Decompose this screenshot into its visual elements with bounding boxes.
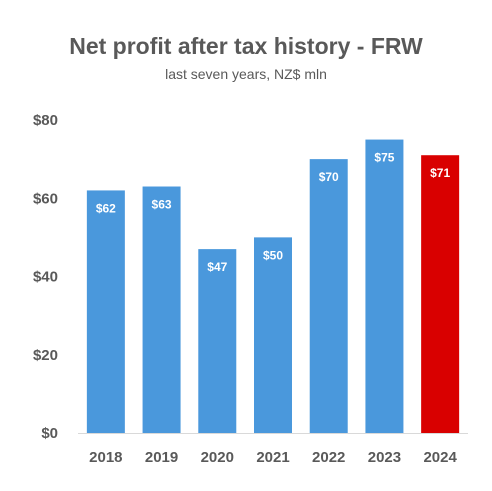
y-tick-label: $60: [33, 190, 58, 207]
y-tick-label: $20: [33, 347, 58, 364]
data-label-2022: $70: [319, 170, 339, 184]
chart-title: Net profit after tax history - FRW: [69, 33, 423, 59]
bar-2020: [198, 249, 237, 433]
bar-2021: [254, 237, 292, 433]
x-tick-label-2019: 2019: [145, 449, 178, 466]
bar-2022: [309, 159, 348, 433]
data-label-2018: $62: [96, 201, 116, 215]
data-label-2021: $50: [263, 248, 283, 262]
x-tick-label-2018: 2018: [89, 449, 122, 466]
y-tick-label: $40: [33, 269, 58, 286]
x-tick-label-2024: 2024: [423, 449, 457, 466]
data-label-2023: $75: [374, 151, 394, 165]
data-label-2020: $47: [207, 260, 227, 274]
x-tick-label-2023: 2023: [368, 449, 401, 466]
bar-2019: [142, 186, 181, 433]
bar-2023: [365, 139, 404, 433]
bar-2024: [421, 155, 460, 433]
y-tick-label: $80: [33, 112, 58, 129]
data-label-2019: $63: [152, 198, 172, 212]
chart-subtitle: last seven years, NZ$ mln: [165, 66, 327, 82]
x-tick-label-2022: 2022: [312, 449, 345, 466]
y-tick-label: $0: [41, 425, 58, 442]
x-tick-label-2021: 2021: [256, 449, 289, 466]
bar-2018: [86, 190, 125, 433]
x-tick-label-2020: 2020: [201, 449, 234, 466]
data-label-2024: $71: [430, 166, 450, 180]
